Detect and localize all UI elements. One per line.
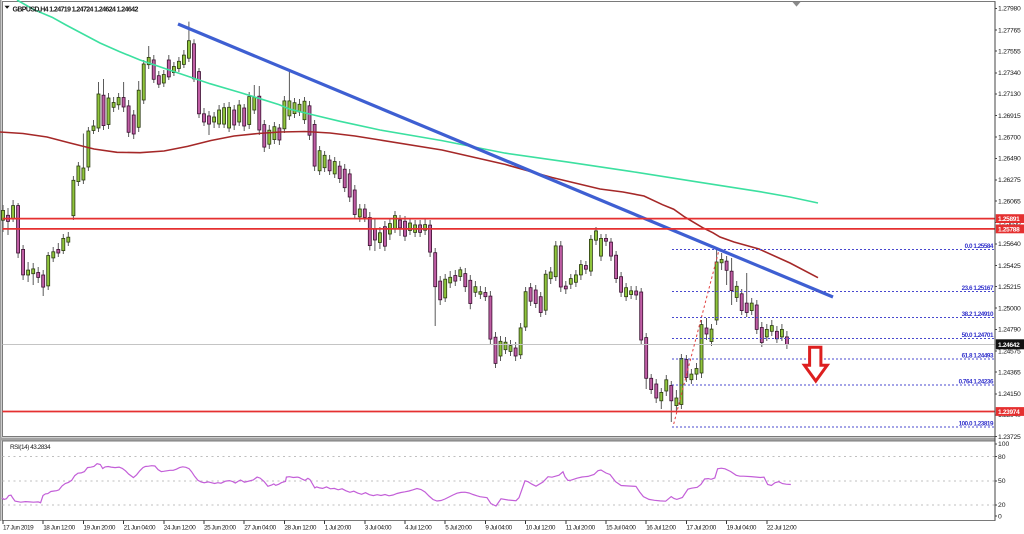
svg-text:28 Jun 12:00: 28 Jun 12:00 (284, 525, 316, 532)
svg-text:10 Jul 12:00: 10 Jul 12:00 (526, 525, 556, 532)
svg-text:1.23725: 1.23725 (998, 434, 1021, 441)
svg-text:9 Jul 04:00: 9 Jul 04:00 (485, 525, 512, 532)
svg-text:1.26490: 1.26490 (998, 156, 1021, 163)
svg-text:61.8 1.24493: 61.8 1.24493 (962, 353, 994, 360)
svg-text:0: 0 (998, 513, 1002, 520)
svg-text:1.25891: 1.25891 (998, 216, 1020, 223)
svg-text:1.24790: 1.24790 (998, 327, 1021, 334)
svg-text:38.2 1.24910: 38.2 1.24910 (962, 311, 994, 318)
svg-text:27 Jun 04:00: 27 Jun 04:00 (244, 525, 276, 532)
svg-text:20: 20 (998, 502, 1006, 509)
svg-text:11 Jul 20:00: 11 Jul 20:00 (566, 525, 596, 532)
svg-text:1.23974: 1.23974 (998, 409, 1020, 416)
svg-text:3 Jul 04:00: 3 Jul 04:00 (365, 525, 392, 532)
svg-text:100.0 1.23819: 100.0 1.23819 (959, 421, 994, 428)
svg-text:1.25788: 1.25788 (998, 226, 1020, 233)
svg-text:0.0 1.25584: 0.0 1.25584 (965, 243, 994, 250)
svg-text:1.24575: 1.24575 (998, 348, 1021, 355)
svg-text:5 Jul 20:00: 5 Jul 20:00 (445, 525, 472, 532)
svg-text:RSI(14) 43.2834: RSI(14) 43.2834 (10, 444, 51, 451)
svg-text:17 Jul 20:00: 17 Jul 20:00 (686, 525, 716, 532)
svg-text:23.6 1.25167: 23.6 1.25167 (962, 285, 994, 292)
svg-text:1.26700: 1.26700 (998, 135, 1021, 142)
svg-text:18 Jun 12:00: 18 Jun 12:00 (43, 525, 75, 532)
svg-text:1.25640: 1.25640 (998, 241, 1021, 248)
svg-text:1 Jul 20:00: 1 Jul 20:00 (325, 525, 352, 532)
svg-text:1.27980: 1.27980 (998, 6, 1021, 13)
svg-text:1.26915: 1.26915 (998, 113, 1021, 120)
svg-text:50: 50 (998, 478, 1006, 485)
svg-text:0.764 1.24236: 0.764 1.24236 (959, 379, 994, 386)
svg-text:4 Jul 12:00: 4 Jul 12:00 (405, 525, 432, 532)
svg-text:19 Jul 04:00: 19 Jul 04:00 (727, 525, 757, 532)
svg-text:1.25000: 1.25000 (998, 306, 1021, 313)
svg-text:1.25425: 1.25425 (998, 263, 1021, 270)
svg-text:1.26275: 1.26275 (998, 177, 1021, 184)
svg-text:1.24365: 1.24365 (998, 369, 1021, 376)
svg-text:1.26065: 1.26065 (998, 198, 1021, 205)
svg-text:1.27130: 1.27130 (998, 91, 1021, 98)
svg-text:16 Jul 12:00: 16 Jul 12:00 (646, 525, 676, 532)
svg-text:21 Jun 04:00: 21 Jun 04:00 (124, 525, 156, 532)
svg-text:1.27340: 1.27340 (998, 70, 1021, 77)
svg-text:1.27765: 1.27765 (998, 27, 1021, 34)
svg-text:1.27555: 1.27555 (998, 49, 1021, 56)
svg-text:80: 80 (998, 454, 1006, 461)
svg-text:1.24150: 1.24150 (998, 391, 1021, 398)
svg-text:24 Jun 12:00: 24 Jun 12:00 (164, 525, 196, 532)
svg-text:1.25850: 1.25850 (998, 220, 1021, 227)
svg-text:15 Jul 04:00: 15 Jul 04:00 (606, 525, 636, 532)
svg-text:GBPUSD,H4 1.24719 1.24724 1.2: GBPUSD,H4 1.24719 1.24724 1.24624 1.2464… (13, 7, 139, 14)
svg-text:1.25215: 1.25215 (998, 284, 1021, 291)
svg-text:19 Jun 20:00: 19 Jun 20:00 (83, 525, 115, 532)
svg-text:100: 100 (998, 441, 1010, 448)
svg-text:22 Jul 12:00: 22 Jul 12:00 (767, 525, 797, 532)
svg-text:1.24642: 1.24642 (998, 342, 1020, 349)
svg-text:25 Jun 20:00: 25 Jun 20:00 (204, 525, 236, 532)
svg-text:50.0 1.24701: 50.0 1.24701 (962, 332, 994, 339)
svg-text:17 Jun 2019: 17 Jun 2019 (3, 525, 34, 532)
